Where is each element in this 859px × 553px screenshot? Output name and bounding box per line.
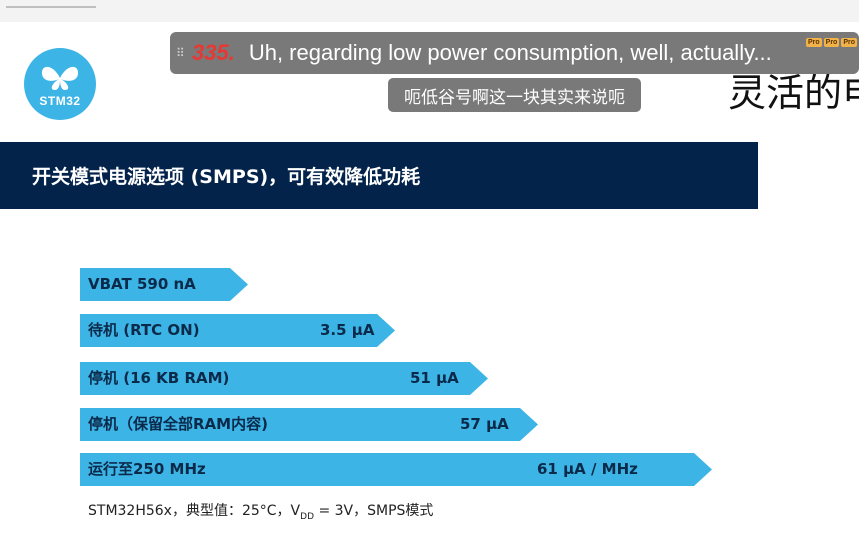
browser-top-strip [0, 0, 859, 22]
subtitle-overlay[interactable]: ⠿ 335. Uh, regarding low power consumpti… [170, 32, 859, 74]
bar-label: 待机 (RTC ON) [88, 321, 200, 339]
bar-label: 运行至250 MHz [88, 460, 206, 478]
bar-arrow-shape [80, 314, 395, 347]
power-bar-vbat: VBAT 590 nA [80, 268, 248, 301]
stm32-logo: STM32 [24, 48, 96, 120]
pro-badge[interactable]: Pro [823, 38, 840, 47]
power-bar-stop-full-ram: 停机（保留全部RAM内容) 57 μA [80, 408, 538, 441]
bar-arrow-shape [80, 408, 538, 441]
drag-handle-icon[interactable]: ⠿ [176, 46, 185, 60]
bar-arrow-shape [80, 362, 488, 395]
pro-badge[interactable]: Pro [805, 38, 822, 47]
footnote-prefix: STM32H56x，典型值：25°C，V [88, 503, 301, 519]
pro-badge[interactable]: Pro [841, 38, 857, 47]
power-bar-stop-16kb: 停机 (16 KB RAM) 51 μA [80, 362, 488, 395]
subtitle-number: 335. [192, 40, 235, 65]
logo-text: STM32 [39, 94, 81, 108]
bar-arrow-shape [80, 453, 712, 486]
bar-value: 51 μA [410, 369, 459, 387]
bar-value: 3.5 μA [320, 321, 375, 339]
pro-badges: Pro Pro Pro [805, 38, 857, 47]
butterfly-icon [41, 66, 79, 90]
bar-value: 61 μA / MHz [537, 460, 638, 478]
section-banner: 开关模式电源选项 (SMPS)，可有效降低功耗 [0, 142, 758, 209]
bar-arrow-shape [80, 268, 248, 301]
power-bar-standby: 待机 (RTC ON) 3.5 μA [80, 314, 395, 347]
slide-headline: 灵活的电 [728, 71, 859, 115]
subtitle-chinese: 呃低谷号啊这一块其实来说呃 [388, 78, 641, 112]
subtitle-english: Uh, regarding low power consumption, wel… [248, 40, 772, 65]
bar-label: VBAT 590 nA [88, 275, 196, 293]
bar-label: 停机 (16 KB RAM) [88, 369, 230, 387]
footnote-suffix: = 3V，SMPS模式 [314, 503, 434, 519]
bar-label: 停机（保留全部RAM内容) [88, 415, 268, 433]
footnote-subscript: DD [300, 511, 315, 522]
power-bar-run: 运行至250 MHz 61 μA / MHz [80, 453, 712, 486]
footnote: STM32H56x，典型值：25°C，VDD = 3V，SMPS模式 [88, 500, 433, 522]
banner-title: 开关模式电源选项 (SMPS)，可有效降低功耗 [32, 166, 421, 188]
tab-indicator[interactable] [6, 0, 96, 8]
bar-value: 57 μA [460, 415, 509, 433]
